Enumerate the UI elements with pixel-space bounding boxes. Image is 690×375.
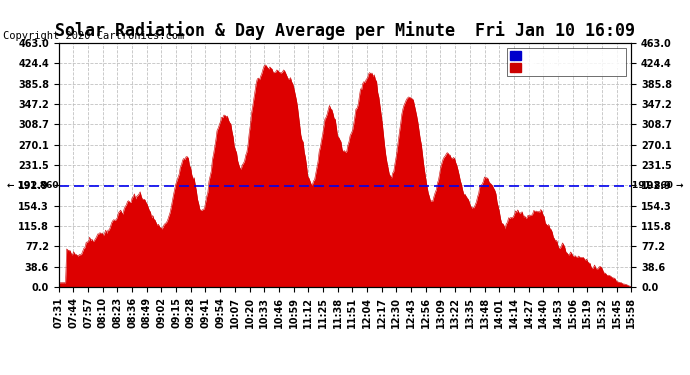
Legend: Median (w/m2), Radiation (w/m2): Median (w/m2), Radiation (w/m2) xyxy=(507,48,627,76)
Text: ← 191.860: ← 191.860 xyxy=(7,182,58,190)
Title: Solar Radiation & Day Average per Minute  Fri Jan 10 16:09: Solar Radiation & Day Average per Minute… xyxy=(55,21,635,40)
Text: Copyright 2020 Cartronics.com: Copyright 2020 Cartronics.com xyxy=(3,32,185,41)
Text: 191.860 →: 191.860 → xyxy=(632,182,683,190)
